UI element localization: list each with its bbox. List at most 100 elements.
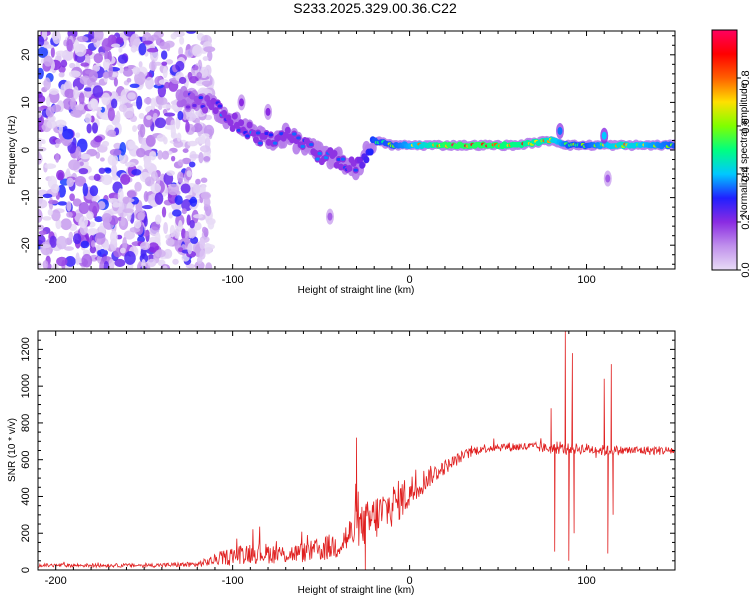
noise-blob <box>196 72 203 79</box>
noise-blob <box>193 221 202 231</box>
noise-blob <box>134 71 146 86</box>
noise-blob <box>203 243 213 255</box>
noise-blob <box>66 211 73 218</box>
noise-blob <box>162 66 168 79</box>
noise-blob <box>111 164 118 178</box>
colorbar-ticks: 0.0 0.2 0.4 0.6 0.8 <box>737 70 750 278</box>
noise-blob <box>164 124 176 130</box>
snr-y-tick-label: 200 <box>20 524 32 542</box>
noise-blob <box>93 173 101 182</box>
noise-blob <box>163 136 168 145</box>
noise-blob <box>127 140 136 150</box>
noise-blob <box>122 68 134 77</box>
snr-x-ticks: -200 -100 0 100 <box>37 331 676 587</box>
noise-blob <box>38 111 42 119</box>
noise-blob <box>49 88 59 95</box>
noise-blob <box>192 184 201 194</box>
noise-blob <box>72 198 82 207</box>
ridge-body <box>246 121 253 129</box>
noise-blob <box>84 85 93 99</box>
noise-blob <box>143 216 148 227</box>
ridge-body <box>252 136 259 144</box>
noise-blob <box>94 216 104 223</box>
noise-blob <box>138 112 145 120</box>
noise-blob <box>148 242 159 253</box>
noise-blob <box>122 208 135 213</box>
noise-blob <box>184 230 190 240</box>
noise-blob <box>52 31 61 45</box>
noise-blob <box>70 96 77 111</box>
ridge-core <box>340 157 346 161</box>
noise-blob <box>195 178 201 185</box>
noise-blob <box>192 65 199 71</box>
noise-blob <box>154 214 162 225</box>
noise-blob <box>189 219 195 229</box>
ridge-body <box>346 164 353 172</box>
noise-blob <box>86 211 94 220</box>
spectrogram-side-features <box>237 94 612 225</box>
colorbar: 0.0 0.2 0.4 0.6 0.8 Normalized spectral ampl… <box>711 29 750 278</box>
noise-blob <box>120 173 131 185</box>
noise-blob <box>91 122 99 134</box>
colorbar-gradient <box>711 29 738 271</box>
snr-x-tick-label: -100 <box>222 575 244 587</box>
noise-blob <box>137 211 145 221</box>
noise-blob <box>83 87 93 92</box>
noise-blob <box>64 256 76 267</box>
noise-blob <box>80 240 90 249</box>
noise-blob <box>73 39 80 54</box>
noise-blob <box>38 106 44 112</box>
spectrogram-ridge <box>175 85 675 181</box>
noise-blob <box>78 168 89 175</box>
ridge-body <box>367 148 374 156</box>
noise-blob <box>175 60 185 72</box>
noise-blob <box>173 228 180 239</box>
noise-blob <box>166 170 175 176</box>
noise-blob <box>75 252 80 266</box>
ridge-body <box>221 109 228 117</box>
noise-blob <box>193 214 204 219</box>
noise-blob <box>66 38 74 52</box>
noise-blob <box>149 150 157 161</box>
noise-blob <box>155 249 166 258</box>
noise-blob <box>134 181 142 192</box>
ridge-core <box>264 131 269 136</box>
noise-blob <box>42 216 52 221</box>
noise-blob <box>51 209 61 222</box>
noise-blob <box>38 94 46 104</box>
noise-blob <box>46 120 57 129</box>
noise-blob <box>184 49 195 58</box>
noise-blob <box>56 235 68 250</box>
noise-blob <box>55 152 60 163</box>
noise-blob <box>170 155 176 162</box>
noise-blob <box>76 35 89 43</box>
spectrogram-x-tick-label: 100 <box>577 274 595 286</box>
noise-blob <box>122 236 128 251</box>
noise-blob <box>193 123 203 133</box>
colorbar-tick-label: 0.4 <box>740 166 750 181</box>
noise-blob <box>65 168 71 179</box>
noise-blob <box>88 201 100 215</box>
noise-blob <box>98 167 106 174</box>
noise-blob <box>201 133 210 138</box>
noise-blob <box>129 115 138 123</box>
noise-blob <box>69 62 76 69</box>
noise-blob <box>144 176 155 187</box>
noise-blob <box>62 128 74 140</box>
ridge-core <box>296 136 301 140</box>
noise-blob <box>77 103 84 111</box>
noise-blob <box>87 228 99 236</box>
noise-blob <box>92 64 100 72</box>
noise-blob <box>164 81 170 89</box>
snr-x-tick-label: -200 <box>45 575 67 587</box>
noise-blob <box>150 200 157 206</box>
noise-blob <box>60 218 72 231</box>
noise-blob <box>192 44 203 57</box>
noise-blob <box>63 246 75 251</box>
noise-blob <box>97 200 106 210</box>
noise-blob <box>149 34 160 41</box>
noise-blob <box>55 50 67 57</box>
noise-blob <box>103 260 110 269</box>
